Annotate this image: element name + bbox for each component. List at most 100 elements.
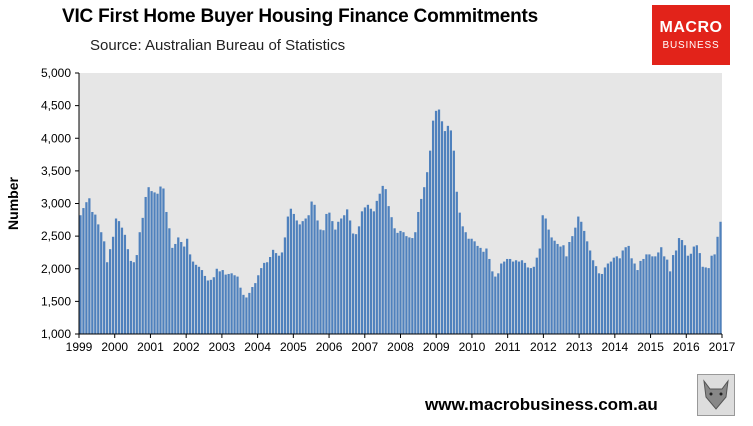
x-tick-label: 2015 [637, 340, 664, 354]
bar [520, 260, 524, 334]
x-tick-label: 2007 [351, 340, 378, 354]
bar [188, 254, 192, 334]
bar [280, 252, 284, 334]
bar [446, 125, 450, 334]
bar [331, 221, 334, 334]
bar [141, 217, 144, 334]
x-tick-label: 2011 [495, 340, 521, 354]
bar [414, 232, 417, 334]
bar [209, 279, 212, 334]
bar [669, 271, 672, 334]
bar [663, 256, 666, 334]
bar [716, 236, 719, 334]
bar [337, 221, 340, 334]
bar [589, 250, 592, 334]
bar [660, 247, 663, 334]
bar [114, 218, 118, 334]
bar [639, 260, 642, 334]
bar [334, 229, 337, 334]
bar [580, 221, 583, 334]
bar [621, 250, 624, 334]
bar [577, 216, 580, 334]
bar [97, 224, 100, 334]
macrobusiness-logo: MACRO BUSINESS [652, 5, 730, 65]
bar [532, 266, 535, 334]
bar [319, 229, 322, 334]
logo-line-1: MACRO [659, 19, 723, 36]
bar [624, 247, 627, 334]
bar [245, 297, 248, 334]
bar [277, 255, 281, 334]
bar [461, 226, 464, 334]
bar [239, 287, 242, 334]
x-tick-label: 2013 [566, 340, 593, 354]
bar [503, 261, 506, 334]
bar [165, 211, 168, 334]
bar [224, 274, 227, 334]
y-tick-label: 4,500 [41, 99, 71, 113]
bar [417, 211, 420, 334]
bar [556, 243, 559, 334]
bar [707, 268, 710, 334]
bar [123, 234, 127, 334]
bar [286, 216, 290, 334]
x-tick-label: 2009 [423, 340, 450, 354]
bar [627, 245, 630, 334]
bar [396, 232, 399, 334]
bar [257, 275, 260, 334]
bar [698, 253, 701, 334]
bar [443, 131, 447, 334]
bar [230, 273, 233, 334]
bar [384, 189, 387, 334]
bar [120, 227, 124, 334]
bar [206, 280, 210, 334]
x-tick-label: 2017 [709, 340, 736, 354]
bar [343, 215, 346, 334]
bar [553, 240, 556, 334]
bar [156, 193, 159, 334]
bar [346, 209, 349, 334]
bar [654, 256, 657, 334]
bar [479, 247, 482, 334]
bar [535, 257, 538, 334]
y-tick-label: 2,500 [41, 229, 71, 243]
bar [236, 276, 239, 334]
bar [636, 270, 639, 334]
bar [538, 248, 541, 334]
bar [316, 220, 319, 334]
bar [497, 273, 500, 334]
bar [135, 255, 138, 334]
bar [227, 273, 230, 334]
y-tick-label: 3,000 [41, 197, 71, 211]
bar [111, 236, 115, 334]
bar [645, 254, 648, 334]
bar [366, 204, 370, 334]
bar [559, 246, 562, 334]
bar [248, 292, 251, 334]
bar [372, 211, 375, 334]
bar [274, 253, 278, 334]
bar [153, 192, 156, 334]
bar [144, 196, 147, 334]
bar [523, 262, 527, 334]
bar [612, 257, 615, 334]
bar [440, 121, 444, 334]
logo-line-2: BUSINESS [662, 40, 720, 51]
bar [322, 230, 325, 334]
bar [517, 261, 521, 334]
bar [449, 130, 452, 334]
bar [138, 232, 141, 334]
bar [674, 250, 678, 334]
bar [411, 238, 414, 334]
bar [648, 254, 651, 334]
bar [568, 242, 571, 334]
bar [591, 260, 595, 334]
bar [360, 211, 364, 334]
bar [132, 262, 135, 334]
bar [544, 218, 547, 334]
bar [680, 240, 684, 334]
bar [657, 252, 660, 334]
bar [686, 255, 690, 334]
bar [506, 258, 509, 334]
